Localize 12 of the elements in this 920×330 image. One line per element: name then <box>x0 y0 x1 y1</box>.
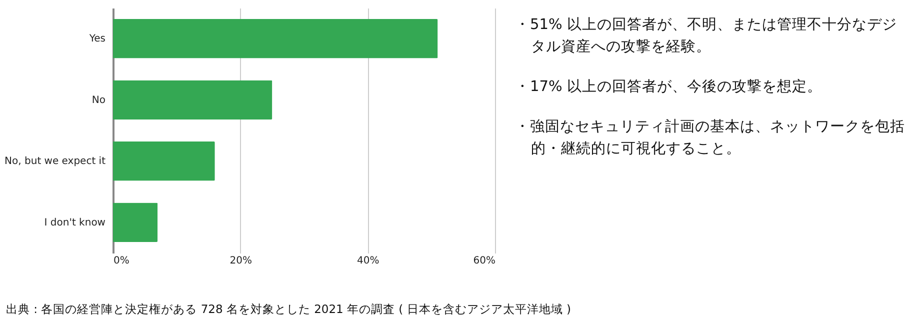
y-tick-label: I don't know <box>44 217 106 228</box>
source-note: 出典 : 各国の経営陣と決定権がある 728 名を対象とした 2021 年の調査 ( 日本を含むアジア太平洋地域 ) <box>6 302 571 317</box>
text: ・17% 以上の回答者が、今後の攻撃を想定。 <box>515 78 823 97</box>
y-tick-label: No <box>92 94 106 106</box>
text: ・51% 以上の回答者が、不明、または管理不十分なデジタル資産への攻撃を経験。 <box>515 16 898 57</box>
x-tick-label: 20% <box>230 256 252 266</box>
y-tick-label: No, but we expect it <box>4 156 106 168</box>
text: ・強固なセキュリティ計画の基本は、ネットワークを包括的・継続的に可視化すること。 <box>515 118 906 159</box>
x-tick-label: 60% <box>473 256 496 266</box>
x-tick-label: 0% <box>114 256 130 266</box>
x-tick-label: 40% <box>357 256 380 266</box>
y-tick-label: Yes <box>88 34 106 45</box>
